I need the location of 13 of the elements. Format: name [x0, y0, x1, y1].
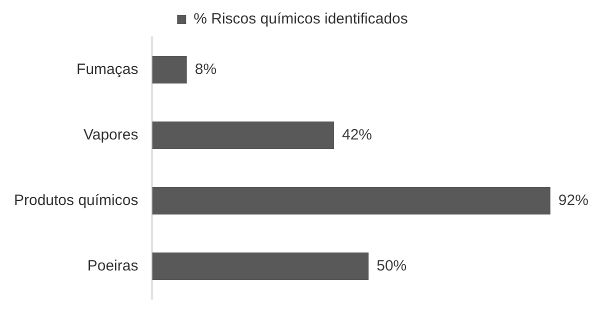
- data-label: 50%: [376, 257, 407, 274]
- bar: [152, 121, 334, 150]
- bar: [152, 186, 550, 215]
- y-tick-label: Vapores: [83, 126, 138, 144]
- data-label: 42%: [342, 126, 372, 144]
- legend-label: % Riscos químicos identificados: [194, 10, 408, 28]
- data-label: 8%: [194, 60, 217, 78]
- y-tick-label: Poeiras: [87, 257, 138, 274]
- bar: [152, 252, 369, 280]
- bar: [152, 56, 187, 84]
- data-label: 92%: [558, 192, 588, 209]
- y-tick-label: Produtos químicos: [14, 192, 138, 209]
- y-tick-label: Fumaças: [76, 60, 138, 78]
